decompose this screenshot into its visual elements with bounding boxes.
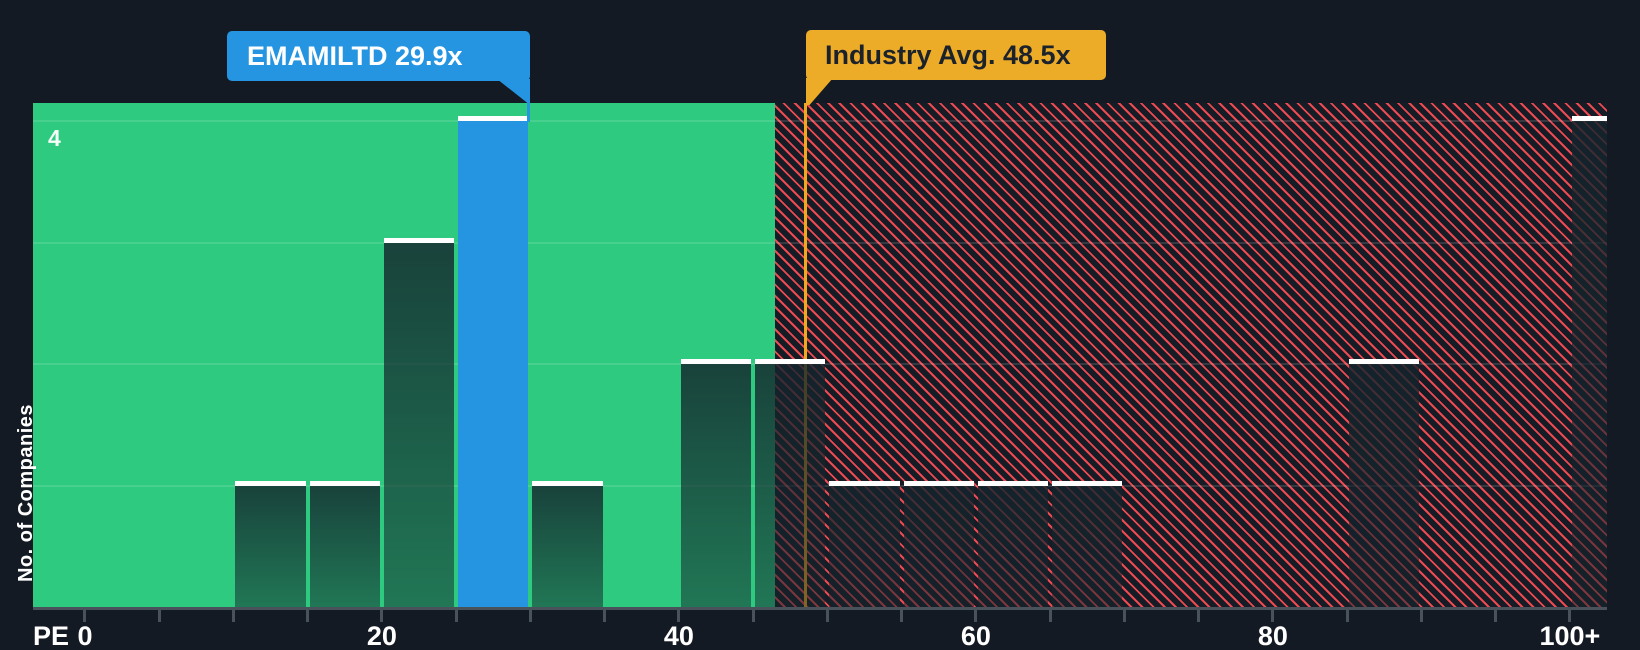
bar-40-45[interactable] — [680, 359, 752, 607]
x-tick-80 — [1271, 609, 1275, 622]
y-axis-title: No. of Companies — [15, 403, 37, 582]
industry-callout-label: Industry Avg. 48.5x — [825, 39, 1071, 70]
x-tick-45 — [751, 609, 755, 622]
x-tick-15 — [306, 609, 310, 622]
x-tick-label-60: 60 — [960, 621, 991, 650]
y-axis-top-tick-label: 4 — [48, 125, 61, 151]
x-tick-label-20: 20 — [366, 621, 397, 650]
bar-15-20[interactable] — [309, 480, 380, 607]
bar-20-25[interactable] — [383, 237, 455, 607]
x-tick-20 — [380, 609, 384, 622]
plot-area — [33, 103, 1607, 607]
company-callout-pointer — [497, 79, 530, 105]
x-tick-85 — [1345, 609, 1349, 622]
x-tick-90 — [1419, 609, 1423, 622]
x-tick-60 — [974, 609, 978, 622]
x-tick-25 — [454, 609, 458, 622]
x-axis-tick-labels: 0 20 40 60 80 100+ — [33, 621, 1607, 650]
x-tick-0 — [83, 609, 87, 622]
above-average-hatch-zone — [775, 103, 1607, 607]
bar-55-60[interactable] — [903, 480, 974, 607]
x-tick-100 — [1568, 609, 1572, 622]
industry-average-line — [803, 103, 807, 607]
x-tick-label-0: 0 — [77, 621, 93, 650]
x-tick-65 — [1048, 609, 1052, 622]
company-callout: EMAMILTD 29.9x — [227, 31, 530, 81]
bar-10-15[interactable] — [235, 480, 306, 607]
x-tick-55 — [900, 609, 904, 622]
x-tick-label-40: 40 — [663, 621, 694, 650]
bar-60-65[interactable] — [977, 480, 1049, 607]
x-tick-5 — [157, 609, 161, 622]
pe-axis-label: PE — [33, 621, 70, 650]
gridline-4 — [33, 120, 1607, 123]
company-callout-label: EMAMILTD 29.9x — [247, 40, 463, 71]
bar-30-35[interactable] — [532, 480, 603, 607]
company-marker-line — [527, 79, 531, 122]
x-tick-label-80: 80 — [1257, 621, 1288, 650]
bar-100-plus[interactable] — [1571, 116, 1607, 607]
bar-25-30[interactable] — [458, 116, 529, 607]
bar-50-55[interactable] — [829, 480, 900, 607]
industry-callout: Industry Avg. 48.5x — [806, 30, 1106, 80]
x-axis-line — [33, 607, 1607, 610]
gridline-3 — [33, 241, 1607, 244]
x-tick-35 — [603, 609, 607, 622]
x-tick-30 — [528, 609, 532, 622]
x-tick-75 — [1197, 609, 1201, 622]
x-tick-label-100+: 100+ — [1539, 621, 1601, 650]
x-tick-70 — [1122, 609, 1126, 622]
industry-callout-pointer — [806, 78, 833, 105]
bar-85-90[interactable] — [1349, 359, 1420, 607]
bar-45-50[interactable] — [755, 359, 826, 607]
x-axis-ticks — [33, 609, 1607, 623]
x-tick-95 — [1494, 609, 1498, 622]
bar-65-70[interactable] — [1052, 480, 1123, 607]
x-tick-50 — [825, 609, 829, 622]
x-tick-40 — [677, 609, 681, 622]
x-tick-10 — [231, 609, 235, 622]
